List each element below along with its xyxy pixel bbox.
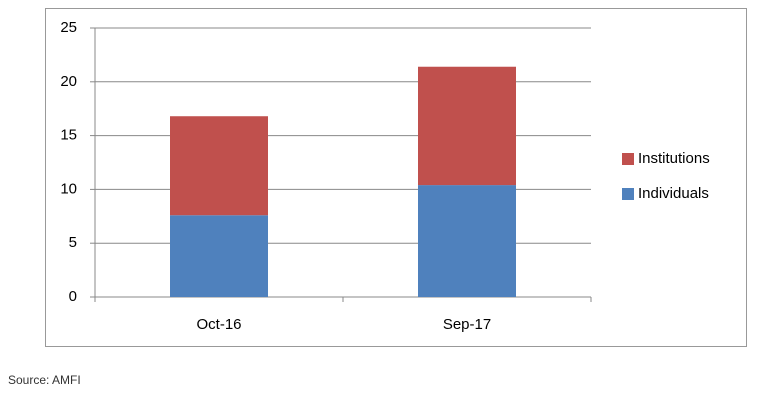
y-tick-label: 5	[69, 234, 77, 251]
y-tick-label: 25	[60, 19, 77, 36]
legend-swatch	[622, 153, 634, 165]
bar-segment	[170, 215, 268, 297]
bar-segment	[418, 66, 516, 186]
source-note: Source: AMFI	[8, 373, 81, 387]
y-tick-label: 0	[69, 288, 77, 305]
y-tick-label: 20	[60, 73, 77, 90]
legend-swatch	[622, 188, 634, 200]
y-tick-label: 10	[60, 180, 77, 197]
bar-segment	[170, 116, 268, 216]
y-tick-label: 15	[60, 127, 77, 144]
legend-label: Individuals	[638, 185, 709, 202]
chart-frame	[45, 8, 747, 347]
x-tick-label: Oct-16	[196, 316, 241, 333]
legend-label: Institutions	[638, 150, 710, 167]
x-tick-label: Sep-17	[443, 316, 491, 333]
bar-segment	[418, 185, 516, 297]
